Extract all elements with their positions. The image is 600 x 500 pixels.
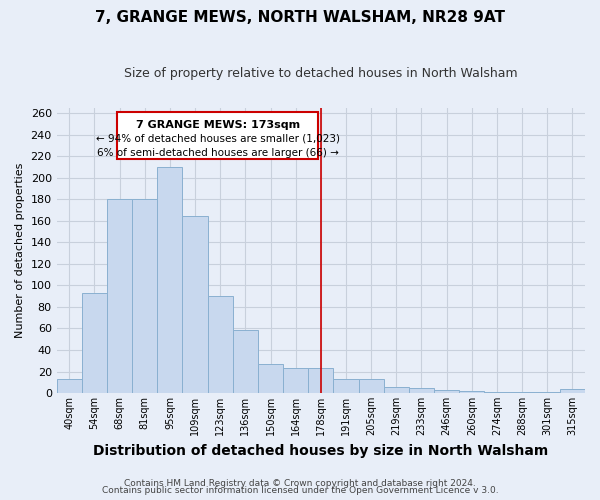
Bar <box>182 216 208 393</box>
Bar <box>107 200 132 393</box>
Bar <box>535 392 560 393</box>
Bar <box>560 388 585 393</box>
Title: Size of property relative to detached houses in North Walsham: Size of property relative to detached ho… <box>124 68 518 80</box>
Bar <box>334 379 359 393</box>
Bar <box>208 296 233 393</box>
X-axis label: Distribution of detached houses by size in North Walsham: Distribution of detached houses by size … <box>93 444 548 458</box>
Text: 7 GRANGE MEWS: 173sqm: 7 GRANGE MEWS: 173sqm <box>136 120 300 130</box>
Bar <box>82 293 107 393</box>
Text: 6% of semi-detached houses are larger (66) →: 6% of semi-detached houses are larger (6… <box>97 148 338 158</box>
Bar <box>509 392 535 393</box>
Bar <box>359 379 384 393</box>
FancyBboxPatch shape <box>117 112 319 158</box>
Bar <box>233 330 258 393</box>
Bar <box>308 368 334 393</box>
Y-axis label: Number of detached properties: Number of detached properties <box>15 163 25 338</box>
Bar <box>484 392 509 393</box>
Text: Contains public sector information licensed under the Open Government Licence v : Contains public sector information licen… <box>101 486 499 495</box>
Bar <box>283 368 308 393</box>
Bar <box>409 388 434 393</box>
Bar <box>157 167 182 393</box>
Text: Contains HM Land Registry data © Crown copyright and database right 2024.: Contains HM Land Registry data © Crown c… <box>124 478 476 488</box>
Bar <box>384 386 409 393</box>
Bar <box>459 391 484 393</box>
Bar <box>56 379 82 393</box>
Bar <box>258 364 283 393</box>
Text: ← 94% of detached houses are smaller (1,023): ← 94% of detached houses are smaller (1,… <box>95 134 340 144</box>
Bar <box>434 390 459 393</box>
Text: 7, GRANGE MEWS, NORTH WALSHAM, NR28 9AT: 7, GRANGE MEWS, NORTH WALSHAM, NR28 9AT <box>95 10 505 25</box>
Bar <box>132 200 157 393</box>
